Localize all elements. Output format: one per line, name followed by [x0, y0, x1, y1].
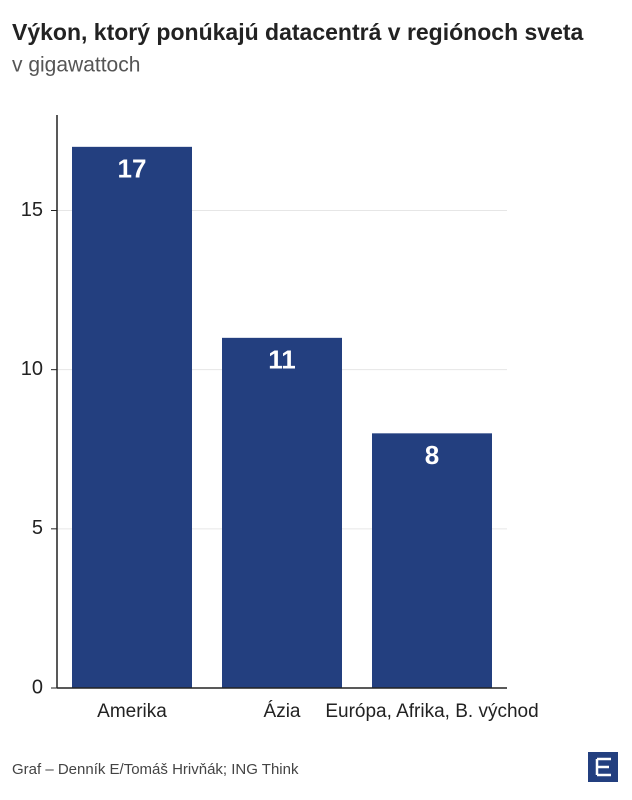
source: Graf – Denník E/Tomáš Hrivňák; ING Think — [12, 761, 299, 778]
value-label: 11 — [268, 345, 296, 375]
logo — [588, 752, 618, 782]
y-tick-label: 15 — [21, 199, 43, 221]
bar — [72, 146, 192, 689]
y-tick-label: 5 — [32, 517, 43, 539]
y-tick-label: 10 — [21, 358, 43, 380]
y-tick-label: 0 — [32, 676, 43, 698]
x-tick-label: Amerika — [97, 701, 167, 722]
value-label: 8 — [425, 440, 439, 470]
bar — [222, 337, 342, 688]
value-label: 17 — [118, 154, 147, 184]
bar — [372, 433, 492, 688]
x-tick-label: Európa, Afrika, B. východ — [325, 701, 538, 722]
chart-title: Výkon, ktorý ponúkajú datacentrá v regió… — [12, 19, 584, 45]
x-tick-label: Ázia — [264, 701, 301, 722]
chart-subtitle: v gigawattoch — [12, 54, 140, 77]
